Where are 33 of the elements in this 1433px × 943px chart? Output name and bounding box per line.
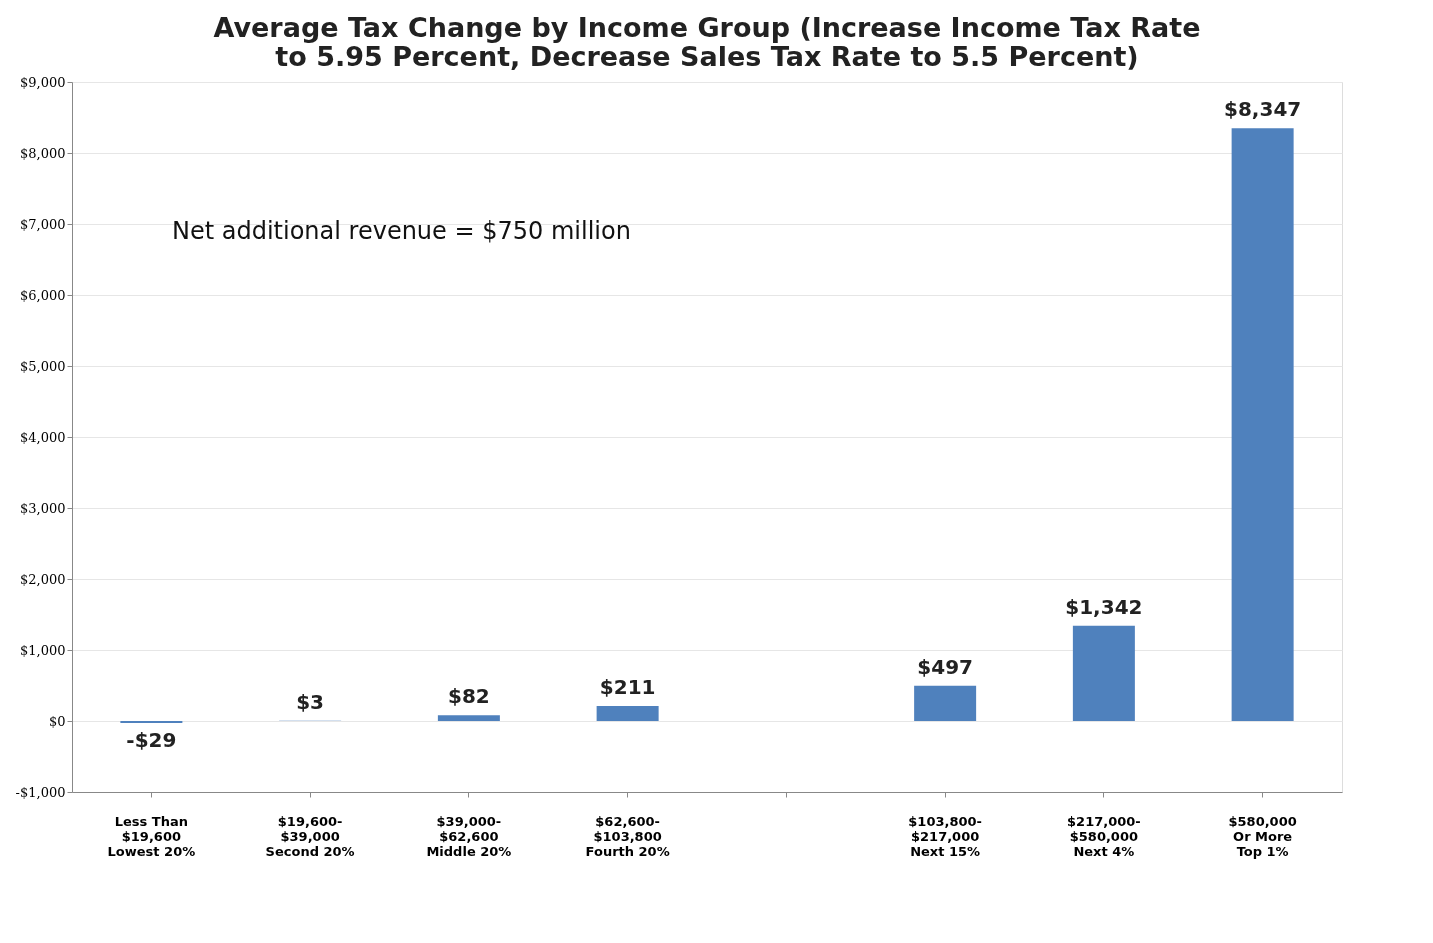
bar: [120, 721, 183, 724]
data-label: $82: [448, 684, 490, 709]
bar: [437, 715, 500, 721]
data-label: $8,347: [1224, 97, 1302, 122]
x-tick-label: $103,800- $217,000 Next 15%: [908, 813, 982, 859]
annotation: Net additional revenue = $750 million: [172, 217, 631, 245]
y-tick-label: $9,000: [20, 74, 66, 90]
y-tick-label: $4,000: [20, 429, 66, 445]
data-label: $497: [917, 654, 973, 679]
x-tick-label: Less Than $19,600 Lowest 20%: [107, 813, 196, 859]
bar: [914, 685, 977, 721]
y-tick-label: $5,000: [20, 358, 66, 374]
data-label: $3: [296, 689, 325, 714]
x-tick-label: $62,600- $103,800 Fourth 20%: [585, 813, 670, 859]
y-tick-label: $1,000: [20, 642, 66, 658]
chart-title: Average Tax Change by Income Group (Increase Income Tax Rate to 5.95 Percent, Decrease Sales Tax Rate to 5.5 Percent): [213, 12, 1201, 72]
y-tick-label: $8,000: [20, 145, 66, 161]
y-tick-label: $0: [48, 713, 66, 729]
y-tick-label: $7,000: [20, 216, 66, 232]
x-tick-label: $19,600- $39,000 Second 20%: [265, 813, 355, 859]
y-tick-label: $6,000: [20, 287, 66, 303]
y-tick-label: $2,000: [20, 571, 66, 587]
x-tick-label: $580,000 Or More Top 1%: [1228, 813, 1297, 859]
bar: [596, 706, 659, 721]
data-label: -$29: [126, 728, 177, 753]
bar: [1072, 625, 1135, 721]
y-tick-label: -$1,000: [15, 784, 66, 800]
x-tick-label: $39,000- $62,600 Middle 20%: [426, 813, 512, 859]
data-label: $211: [599, 675, 656, 700]
y-tick-label: $3,000: [20, 500, 66, 516]
bar: [1231, 128, 1294, 721]
data-label: $1,342: [1065, 594, 1143, 619]
x-tick-label: $217,000- $580,000 Next 4%: [1067, 813, 1141, 859]
